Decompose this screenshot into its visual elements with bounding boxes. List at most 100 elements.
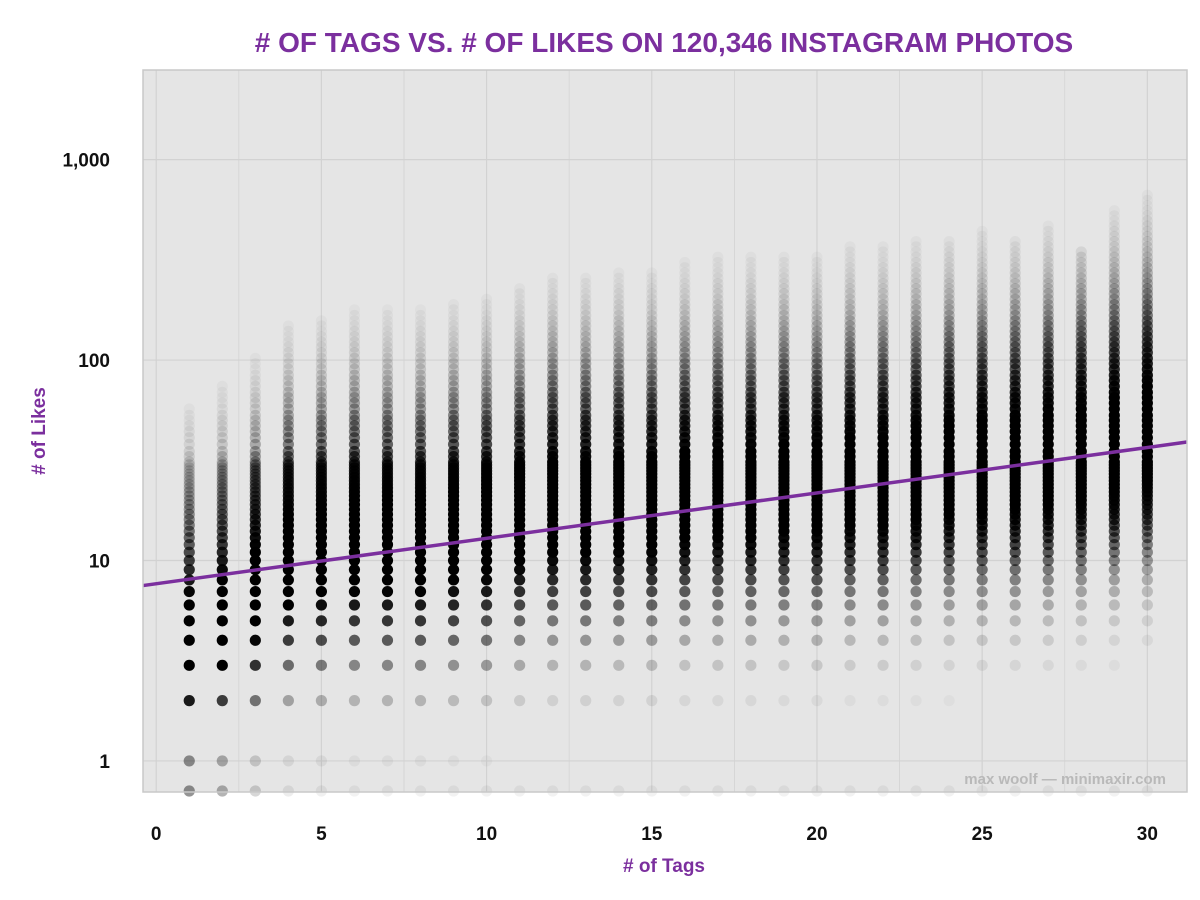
- scatter-point: [580, 615, 592, 627]
- scatter-point: [1075, 272, 1087, 284]
- scatter-point: [547, 346, 559, 359]
- scatter-point: [1142, 190, 1153, 201]
- scatter-point: [381, 380, 394, 392]
- scatter-point: [844, 283, 856, 295]
- scatter-point: [414, 564, 427, 576]
- scatter-point: [1009, 634, 1021, 646]
- scatter-point: [943, 267, 955, 279]
- scatter-point: [679, 380, 691, 392]
- scatter-point: [348, 341, 361, 353]
- scatter-point: [943, 272, 955, 284]
- scatter-point: [447, 386, 460, 398]
- scatter-point: [547, 320, 559, 332]
- scatter-point: [282, 599, 294, 611]
- scatter-point: [580, 397, 592, 409]
- scatter-point: [447, 634, 460, 646]
- scatter-point: [1075, 288, 1087, 300]
- scatter-point: [910, 293, 922, 305]
- scatter-point: [679, 599, 691, 611]
- scatter-point: [315, 574, 328, 586]
- scatter-point: [249, 380, 261, 392]
- scatter-point: [414, 425, 427, 438]
- scatter-point: [646, 695, 658, 707]
- scatter-point: [282, 438, 294, 450]
- scatter-point: [183, 785, 195, 797]
- scatter-point: [976, 341, 988, 353]
- scatter-point: [943, 554, 955, 567]
- scatter-point: [712, 380, 724, 392]
- scatter-point: [1141, 267, 1153, 279]
- scatter-point: [183, 659, 195, 671]
- scatter-point: [877, 277, 889, 290]
- scatter-point: [580, 341, 592, 353]
- scatter-point: [811, 554, 823, 567]
- scatter-point: [877, 299, 889, 311]
- scatter-point: [282, 585, 294, 598]
- scatter-point: [679, 374, 691, 387]
- scatter-point: [910, 554, 922, 567]
- scatter-point: [1009, 585, 1021, 598]
- scatter-point: [1108, 634, 1120, 646]
- scatter-point: [348, 325, 361, 338]
- scatter-point: [1042, 564, 1054, 576]
- scatter-point: [943, 320, 955, 332]
- scatter-point: [1141, 246, 1153, 258]
- x-tick-label: 0: [151, 824, 162, 845]
- scatter-point: [679, 363, 691, 375]
- scatter-point: [1075, 554, 1087, 567]
- scatter-point: [679, 369, 691, 381]
- scatter-point: [183, 482, 195, 494]
- scatter-point: [414, 414, 427, 427]
- scatter-point: [646, 267, 657, 278]
- scatter-point: [712, 554, 724, 567]
- scatter-point: [943, 352, 955, 364]
- scatter-point: [415, 304, 426, 315]
- scatter-point: [943, 256, 955, 269]
- scatter-point: [943, 336, 955, 348]
- scatter-point: [414, 386, 427, 398]
- scatter-point: [910, 315, 922, 327]
- scatter-point: [1141, 315, 1153, 327]
- scatter-point: [778, 585, 790, 598]
- scatter-point: [282, 346, 294, 359]
- y-tick-label: 1: [99, 752, 110, 773]
- scatter-point: [943, 574, 955, 586]
- scatter-point: [183, 525, 195, 537]
- scatter-point: [613, 564, 625, 576]
- scatter-point: [1009, 262, 1021, 274]
- scatter-point: [1108, 293, 1120, 305]
- scatter-point: [844, 267, 856, 279]
- scatter-point: [811, 277, 823, 290]
- scatter-point: [1042, 599, 1054, 611]
- scatter-point: [976, 267, 988, 279]
- scatter-point: [216, 468, 228, 480]
- scatter-point: [514, 315, 526, 327]
- scatter-point: [943, 299, 955, 311]
- scatter-point: [348, 391, 361, 404]
- scatter-point: [447, 585, 460, 598]
- scatter-point: [514, 352, 526, 364]
- scatter-point: [480, 309, 493, 322]
- scatter-point: [216, 420, 228, 432]
- scatter-point: [381, 336, 394, 348]
- scatter-point: [514, 369, 526, 381]
- scatter-point: [1042, 288, 1054, 300]
- scatter-point: [1108, 585, 1120, 598]
- scatter-point: [580, 320, 592, 332]
- scatter-point: [1009, 554, 1021, 567]
- scatter-point: [1042, 230, 1054, 242]
- scatter-point: [811, 336, 823, 348]
- scatter-point: [315, 438, 328, 450]
- scatter-point: [414, 585, 427, 598]
- scatter-point: [745, 785, 757, 797]
- scatter-point: [976, 325, 988, 338]
- scatter-point: [348, 403, 361, 415]
- scatter-point: [1141, 304, 1153, 316]
- scatter-point: [1108, 304, 1120, 316]
- scatter-point: [1009, 336, 1021, 348]
- scatter-point: [943, 325, 955, 338]
- scatter-point: [216, 486, 228, 498]
- scatter-point: [646, 299, 658, 311]
- scatter-point: [183, 425, 195, 438]
- scatter-point: [348, 386, 361, 398]
